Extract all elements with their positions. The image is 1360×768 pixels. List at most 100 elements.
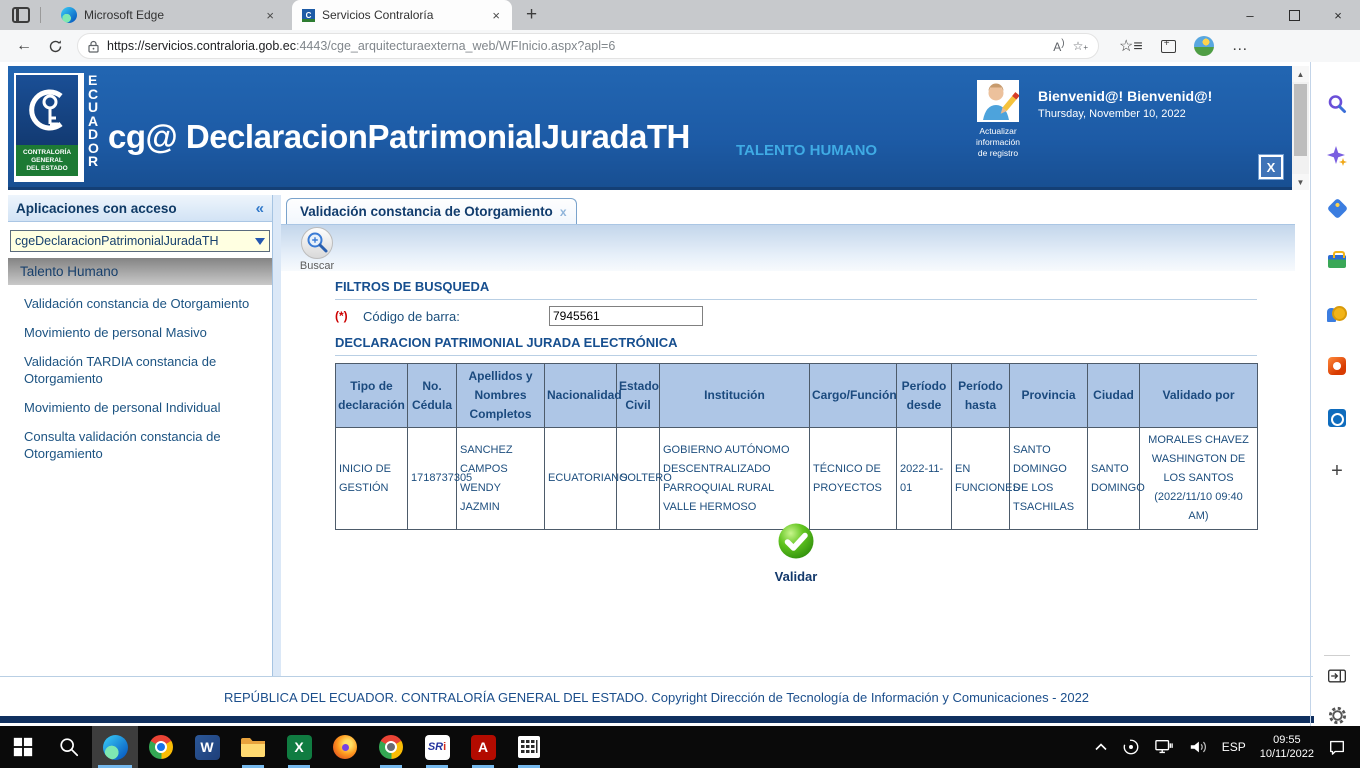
url-domain: https://servicios.contraloria.gob.ec	[107, 39, 296, 53]
taskbar-search-icon[interactable]	[46, 726, 92, 768]
sidebar-item-movimiento-individual[interactable]: Movimiento de personal Individual	[24, 400, 221, 415]
sidebar-title: Aplicaciones con acceso	[16, 200, 177, 216]
header-close-icon[interactable]: X	[1258, 154, 1284, 180]
table-cell: SANCHEZ CAMPOS WENDY JAZMIN	[456, 427, 545, 530]
games-icon[interactable]	[1325, 303, 1349, 324]
collapse-icon[interactable]: «	[255, 199, 264, 217]
table-cell: SANTO DOMINGO	[1087, 427, 1145, 530]
welcome-date: Thursday, November 10, 2022	[1038, 108, 1186, 120]
barcode-input[interactable]	[549, 306, 703, 326]
main-area: Validación constancia de Otorgamiento x …	[281, 195, 1295, 677]
taskbar-firefox-icon[interactable]	[322, 726, 368, 768]
sidebar-item-validacion-tardia[interactable]: Validación TARDIA constancia de Otorgami…	[24, 354, 217, 386]
sidebar-item-validacion-constancia[interactable]: Validación constancia de Otorgamiento	[24, 296, 250, 311]
table-row: INICIO DE GESTIÓN 1718737305 SANCHEZ CAM…	[335, 427, 1258, 530]
copilot-icon[interactable]	[1325, 145, 1349, 167]
new-tab-icon[interactable]: +	[526, 4, 538, 25]
workspaces-icon[interactable]	[12, 7, 30, 23]
minimize-icon[interactable]: –	[1246, 7, 1254, 23]
required-marker: (*)	[335, 309, 348, 323]
settings-gear-icon[interactable]	[1325, 705, 1349, 726]
clock[interactable]: 09:55 10/11/2022	[1260, 733, 1314, 761]
plus-icon[interactable]: +	[1331, 459, 1343, 482]
open-panel-icon[interactable]	[1325, 665, 1349, 686]
sidebar-item-consulta-validacion[interactable]: Consulta validación constancia de Otorga…	[24, 429, 221, 461]
scroll-down-icon[interactable]: ▼	[1292, 174, 1309, 190]
table-header-cell: Cargo/Función	[809, 363, 897, 428]
table-cell: 1718737305	[407, 427, 472, 530]
taskbar-excel-icon[interactable]: X	[276, 726, 322, 768]
table-cell: GOBIERNO AUTÓNOMO DESCENTRALIZADO PARROQ…	[659, 427, 810, 530]
network-icon[interactable]	[1154, 738, 1174, 756]
sidebar-item-movimiento-masivo[interactable]: Movimiento de personal Masivo	[24, 325, 207, 340]
tab-close-icon[interactable]: ×	[266, 7, 274, 23]
toolbox-icon[interactable]	[1325, 250, 1349, 272]
refresh-icon[interactable]	[48, 39, 63, 54]
scroll-up-icon[interactable]: ▲	[1292, 66, 1309, 82]
taskbar-grid-app-icon[interactable]	[506, 726, 552, 768]
filters-section-title: FILTROS DE BUSQUEDA	[335, 279, 490, 294]
scrollbar-thumb[interactable]	[1294, 84, 1307, 156]
taskbar-chrome-icon[interactable]	[138, 726, 184, 768]
chevron-up-icon[interactable]	[1094, 741, 1108, 753]
table-cell: MORALES CHAVEZ WASHINGTON DE LOS SANTOS …	[1139, 427, 1258, 530]
read-aloud-icon[interactable]: A)	[1053, 38, 1065, 54]
profile-avatar[interactable]	[1193, 36, 1214, 56]
cge-favicon: C	[302, 8, 315, 22]
update-info-caption[interactable]: Actualizar información de registro	[976, 126, 1020, 158]
language-indicator[interactable]: ESP	[1221, 740, 1246, 754]
system-tray: ESP 09:55 10/11/2022	[1094, 733, 1360, 761]
browser-tab-edge[interactable]: Microsoft Edge ×	[51, 0, 286, 30]
taskbar-acrobat-icon[interactable]: A	[460, 726, 506, 768]
tray-circle-icon[interactable]	[1122, 738, 1140, 756]
sidebar-group-talento-humano[interactable]: Talento Humano	[8, 258, 272, 285]
taskbar-chrome-profile-icon[interactable]	[368, 726, 414, 768]
table-cell: SOLTERO	[616, 427, 672, 530]
validar-check-icon	[778, 523, 814, 559]
declaration-section-title: DECLARACION PATRIMONIAL JURADA ELECTRÓNI…	[335, 335, 678, 350]
action-center-icon[interactable]	[1328, 738, 1346, 756]
taskbar-edge-icon[interactable]	[92, 726, 138, 768]
header-scrollbar[interactable]: ▲ ▼	[1292, 66, 1309, 190]
table-header-cell: Período desde	[896, 363, 952, 428]
table-header-row: Tipo de declaración No. Cédula Apellidos…	[335, 363, 1258, 428]
start-icon[interactable]	[0, 726, 46, 768]
taskbar-word-icon[interactable]: W	[184, 726, 230, 768]
taskbar-sri-icon[interactable]: SR i	[414, 726, 460, 768]
validar-button[interactable]: Validar	[335, 521, 1257, 584]
close-icon[interactable]: ×	[1334, 7, 1342, 23]
tab-close-icon[interactable]: x	[559, 204, 567, 219]
select-arrow-icon	[255, 237, 265, 245]
taskbar-folder-icon[interactable]	[230, 726, 276, 768]
application-select[interactable]: cgeDeclaracionPatrimonialJuradaTH	[10, 230, 270, 252]
back-icon[interactable]: ←	[16, 37, 32, 54]
more-icon[interactable]: …	[1231, 37, 1248, 54]
add-favorite-icon[interactable]: ☆+	[1072, 39, 1088, 53]
browser-address-bar: ← https://servicios.contraloria.gob.ec:4…	[0, 30, 1360, 63]
footer-text: REPÚBLICA DEL ECUADOR. CONTRALORÍA GENER…	[223, 689, 1090, 705]
cge-monogram	[16, 75, 78, 145]
welcome-text: Bienvenid@! Bienvenid@!	[1038, 88, 1213, 104]
url-field[interactable]: https://servicios.contraloria.gob.ec:444…	[77, 33, 1099, 59]
buscar-button[interactable]: Buscar	[289, 225, 345, 272]
update-info-block[interactable]: Actualizar información de registro	[973, 80, 1023, 159]
clock-date: 10/11/2022	[1259, 748, 1314, 760]
restore-icon[interactable]	[1272, 0, 1316, 30]
lock-icon[interactable]	[88, 40, 99, 53]
favorites-icon[interactable]: ☆≡	[1119, 38, 1143, 55]
browser-tab-servicios[interactable]: C Servicios Contraloría ×	[292, 0, 512, 30]
collections-icon[interactable]	[1160, 38, 1176, 53]
volume-icon[interactable]	[1188, 738, 1208, 756]
footer-bar	[0, 716, 1360, 723]
shopping-tag-icon[interactable]	[1325, 198, 1349, 220]
table-cell: INICIO DE GESTIÓN	[335, 427, 408, 530]
tab-label: Validación constancia de Otorgamiento	[300, 204, 553, 219]
outlook-icon[interactable]	[1325, 407, 1349, 428]
office-icon[interactable]	[1325, 355, 1349, 376]
table-cell: TÉCNICO DE PROYECTOS	[809, 427, 897, 530]
tab-validacion-constancia[interactable]: Validación constancia de Otorgamiento x	[286, 198, 577, 224]
tab-close-icon[interactable]: ×	[492, 7, 500, 23]
url-text[interactable]: https://servicios.contraloria.gob.ec:444…	[107, 39, 1045, 53]
search-icon[interactable]	[1325, 93, 1349, 114]
validar-label: Validar	[774, 569, 818, 584]
